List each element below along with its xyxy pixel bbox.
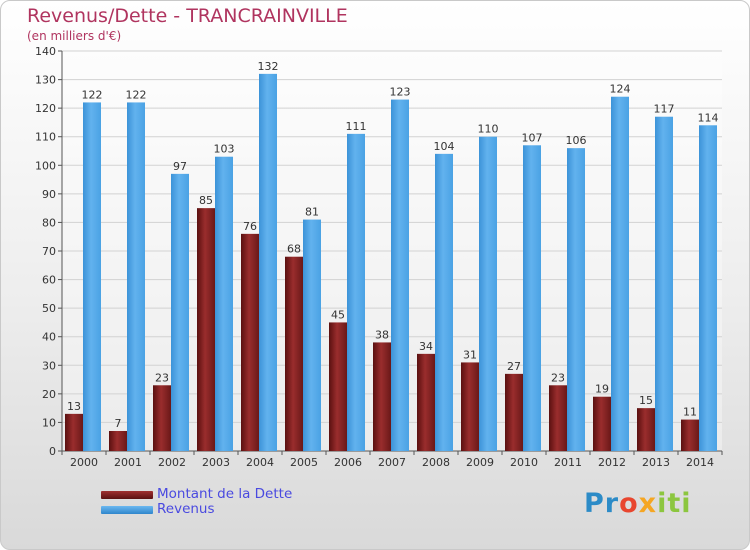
y-tick-label: 130 xyxy=(35,74,56,87)
data-label-revenus: 122 xyxy=(82,88,103,101)
x-tick-label: 2006 xyxy=(334,456,362,469)
bar-revenus xyxy=(127,102,145,451)
bar-revenus xyxy=(479,136,497,451)
bar-revenus xyxy=(655,116,673,451)
data-label-dette: 15 xyxy=(639,394,653,407)
chart-title: Revenus/Dette - TRANCRAINVILLE xyxy=(27,5,348,27)
data-label-dette: 85 xyxy=(199,194,213,207)
bar-chart: 0 10 20 30 40 50 60 70 80 90 100 110 120 130 140 13 122 2… xyxy=(35,45,723,469)
data-label-revenus: 111 xyxy=(346,120,367,133)
bar-dette xyxy=(681,419,699,451)
bar-dette xyxy=(373,342,391,451)
x-tick-label: 2011 xyxy=(554,456,582,469)
bar-revenus xyxy=(303,219,321,451)
x-tick-label: 2000 xyxy=(70,456,98,469)
x-tick-label: 2004 xyxy=(246,456,274,469)
data-label-revenus: 122 xyxy=(126,88,147,101)
bar-revenus xyxy=(391,99,409,452)
data-label-revenus: 81 xyxy=(305,206,319,219)
x-tick-label: 2002 xyxy=(158,456,186,469)
bar-revenus xyxy=(699,125,717,452)
bar-revenus xyxy=(347,133,365,451)
x-tick-label: 2012 xyxy=(598,456,626,469)
data-label-revenus: 124 xyxy=(610,83,631,96)
data-label-revenus: 103 xyxy=(214,143,235,156)
legend-swatch-dette xyxy=(101,491,153,499)
data-label-dette: 68 xyxy=(287,243,301,256)
data-label-dette: 11 xyxy=(683,406,697,419)
y-tick-label: 60 xyxy=(42,274,56,287)
bar-dette xyxy=(65,413,83,451)
y-tick-label: 80 xyxy=(42,216,56,229)
bar-dette xyxy=(549,385,567,451)
data-label-dette: 23 xyxy=(155,371,169,384)
data-label-dette: 31 xyxy=(463,348,477,361)
bar-dette xyxy=(241,233,259,451)
y-tick-label: 100 xyxy=(35,159,56,172)
data-label-revenus: 110 xyxy=(478,123,499,136)
x-tick-label: 2014 xyxy=(686,456,714,469)
bar-dette xyxy=(461,362,479,451)
x-tick-label: 2008 xyxy=(422,456,450,469)
bar-dette xyxy=(593,396,611,451)
data-label-dette: 7 xyxy=(115,417,122,430)
bar-dette xyxy=(505,373,523,451)
x-tick-label: 2007 xyxy=(378,456,406,469)
x-tick-label: 2003 xyxy=(202,456,230,469)
bar-dette xyxy=(637,408,655,451)
bar-revenus xyxy=(83,102,101,451)
bar-revenus xyxy=(523,145,541,452)
data-label-dette: 38 xyxy=(375,328,389,341)
x-tick-label: 2013 xyxy=(642,456,670,469)
legend-label-revenus: Revenus xyxy=(157,501,215,517)
data-label-revenus: 117 xyxy=(654,103,675,116)
data-label-dette: 27 xyxy=(507,360,521,373)
bar-dette xyxy=(197,208,215,451)
data-label-dette: 34 xyxy=(419,340,433,353)
y-tick-label: 0 xyxy=(49,445,56,458)
bar-dette xyxy=(417,353,435,451)
y-tick-label: 10 xyxy=(42,416,56,429)
y-tick-label: 70 xyxy=(42,245,56,258)
data-label-dette: 13 xyxy=(67,400,81,413)
bar-revenus xyxy=(435,153,453,451)
x-tick-label: 2010 xyxy=(510,456,538,469)
y-tick-label: 50 xyxy=(42,302,56,315)
bar-revenus xyxy=(611,96,629,451)
data-label-revenus: 123 xyxy=(390,86,411,99)
data-label-dette: 23 xyxy=(551,371,565,384)
bar-revenus xyxy=(171,173,189,451)
bar-dette xyxy=(329,322,347,451)
data-label-dette: 45 xyxy=(331,308,345,321)
y-tick-label: 90 xyxy=(42,188,56,201)
data-label-revenus: 97 xyxy=(173,160,187,173)
x-tick-label: 2009 xyxy=(466,456,494,469)
bar-dette xyxy=(153,385,171,451)
x-tick-label: 2001 xyxy=(114,456,142,469)
data-label-revenus: 106 xyxy=(566,134,587,147)
bar-revenus xyxy=(259,73,277,451)
data-label-revenus: 104 xyxy=(434,140,455,153)
y-tick-label: 30 xyxy=(42,359,56,372)
data-label-dette: 76 xyxy=(243,220,257,233)
data-label-revenus: 132 xyxy=(258,60,279,73)
y-tick-label: 140 xyxy=(35,45,56,58)
data-label-revenus: 107 xyxy=(522,131,543,144)
legend-label-dette: Montant de la Dette xyxy=(157,486,293,502)
legend-swatch-revenus xyxy=(101,506,153,514)
y-tick-label: 20 xyxy=(42,388,56,401)
bar-revenus xyxy=(215,156,233,451)
y-tick-label: 40 xyxy=(42,331,56,344)
proxiti-logo: Proxiti xyxy=(584,488,692,519)
bar-dette xyxy=(109,431,127,451)
data-label-revenus: 114 xyxy=(698,111,719,124)
chart-subtitle: (en milliers d'€) xyxy=(27,29,122,43)
data-label-dette: 19 xyxy=(595,383,609,396)
y-tick-label: 110 xyxy=(35,131,56,144)
y-tick-label: 120 xyxy=(35,102,56,115)
x-tick-label: 2005 xyxy=(290,456,318,469)
bar-dette xyxy=(285,256,303,451)
bar-revenus xyxy=(567,148,585,451)
